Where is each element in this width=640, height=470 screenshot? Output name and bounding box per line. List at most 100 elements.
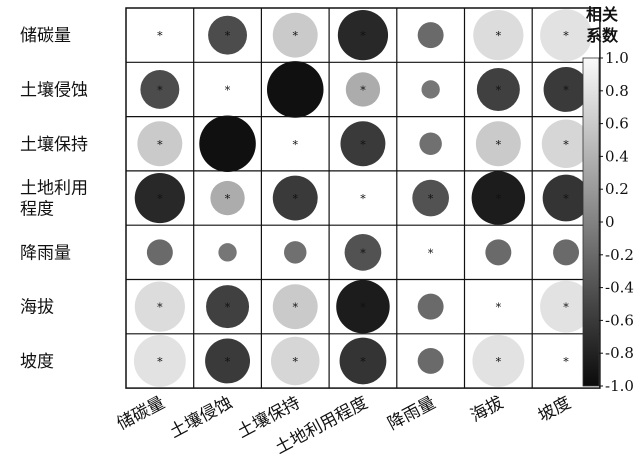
correlation-circle	[543, 66, 589, 112]
correlation-circle	[471, 171, 526, 225]
significance-marker: *	[360, 84, 366, 97]
correlation-circle	[485, 239, 512, 266]
row-label: 储碳量	[20, 26, 71, 46]
significance-marker: *	[496, 84, 502, 97]
correlation-circle	[337, 10, 389, 61]
significance-marker: *	[225, 84, 231, 97]
significance-marker: *	[496, 138, 502, 151]
colorbar-tick-label: -0.4	[605, 279, 634, 297]
correlation-circle	[339, 337, 387, 385]
correlation-circle	[272, 175, 318, 221]
significance-marker: *	[157, 355, 163, 368]
correlation-circle	[205, 338, 251, 384]
significance-marker: *	[360, 138, 366, 151]
correlation-circle	[208, 15, 247, 55]
significance-marker: *	[225, 355, 231, 368]
correlation-circle	[472, 335, 525, 387]
colorbar-tick-label: -0.8	[605, 344, 634, 362]
correlation-circle	[137, 121, 183, 167]
correlation-circle	[417, 347, 444, 374]
correlation-circle	[553, 239, 580, 266]
correlation-circle	[199, 115, 256, 173]
significance-marker: *	[225, 301, 231, 314]
colorbar-tick-label: -1.0	[605, 377, 634, 395]
significance-marker: *	[563, 84, 569, 97]
plot-frame	[125, 7, 601, 389]
correlation-circle	[270, 336, 320, 386]
row-label: 海拔	[20, 298, 54, 318]
correlation-circle	[412, 179, 449, 217]
row-label: 土地利用程度	[20, 179, 88, 220]
correlation-circle	[336, 279, 390, 334]
significance-marker: *	[360, 30, 366, 43]
correlation-circle	[340, 121, 386, 167]
column-label: 降雨量	[385, 393, 439, 435]
significance-marker: *	[428, 193, 434, 206]
correlation-circle	[272, 284, 318, 330]
significance-marker: *	[157, 193, 163, 206]
correlation-circle	[134, 172, 185, 224]
correlation-circle	[206, 285, 250, 329]
correlation-circle	[417, 22, 444, 49]
colorbar	[582, 57, 600, 387]
significance-marker: *	[496, 193, 502, 206]
significance-marker: *	[293, 193, 299, 206]
significance-marker: *	[225, 30, 231, 43]
correlation-circle	[540, 9, 592, 62]
colorbar-tick-label: 0.8	[605, 82, 629, 100]
column-label: 储碳量	[114, 393, 168, 435]
row-label: 坡度	[20, 352, 54, 372]
row-label: 土壤保持	[20, 134, 88, 155]
significance-marker: *	[293, 30, 299, 43]
colorbar-tick-label: 1.0	[605, 49, 629, 67]
correlation-circle	[475, 121, 521, 167]
significance-marker: *	[157, 301, 163, 314]
correlation-circle	[419, 132, 442, 155]
column-label: 海拔	[467, 393, 506, 427]
colorbar-tick-label: 0.6	[605, 115, 629, 133]
significance-marker: *	[563, 138, 569, 151]
significance-marker: *	[293, 84, 299, 97]
correlation-circle	[140, 70, 180, 109]
significance-marker: *	[428, 247, 434, 260]
row-label: 降雨量	[20, 243, 71, 263]
significance-marker: *	[225, 193, 231, 206]
significance-marker: *	[360, 301, 366, 314]
significance-marker: *	[496, 355, 502, 368]
colorbar-tick-label: -0.6	[605, 311, 634, 329]
correlation-circle	[345, 72, 381, 107]
significance-marker: *	[360, 247, 366, 260]
significance-marker: *	[563, 30, 569, 43]
significance-marker: *	[157, 138, 163, 151]
correlation-circle	[218, 243, 237, 262]
colorbar-title: 相关	[586, 5, 618, 24]
correlation-circle	[133, 335, 186, 387]
column-label: 坡度	[535, 393, 574, 427]
colorbar-tick-label: 0.4	[605, 147, 629, 165]
significance-marker: *	[360, 193, 366, 206]
significance-marker: *	[293, 138, 299, 151]
correlation-circle	[476, 67, 520, 111]
correlation-circle	[473, 10, 524, 61]
colorbar-tick-label: -0.2	[605, 246, 634, 264]
significance-marker: *	[496, 30, 502, 43]
correlation-circle	[210, 180, 245, 216]
significance-marker: *	[563, 193, 569, 206]
significance-marker: *	[563, 355, 569, 368]
significance-marker: *	[293, 355, 299, 368]
correlation-circle	[540, 280, 592, 333]
colorbar-tick-label: 0	[605, 213, 615, 231]
correlation-circle	[417, 293, 444, 320]
column-label: 土壤侵蚀	[166, 392, 236, 442]
significance-marker: *	[360, 355, 366, 368]
colorbar-tick-label: 0.2	[605, 180, 629, 198]
correlation-circle	[344, 234, 382, 271]
correlation-circle	[272, 12, 318, 58]
correlation-circle	[146, 239, 173, 266]
row-label: 土壤侵蚀	[20, 79, 88, 100]
significance-marker: *	[157, 84, 163, 97]
significance-marker: *	[293, 301, 299, 314]
significance-marker: *	[496, 301, 502, 314]
